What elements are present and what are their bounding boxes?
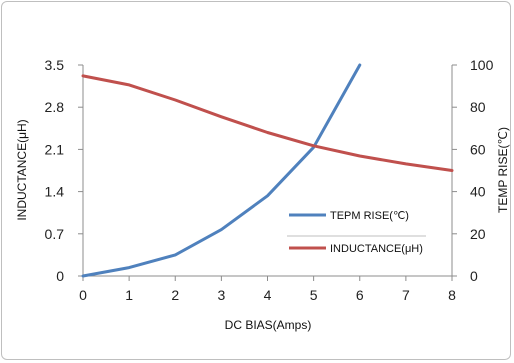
temp-rise-series-line xyxy=(81,63,362,278)
left-y-tick-label: 3.5 xyxy=(45,57,65,73)
right-y-axis-title: TEMP RISE(℃) xyxy=(496,127,510,213)
inductance-series-line xyxy=(81,74,454,172)
x-tick-label: 5 xyxy=(310,287,318,303)
x-tick-label: 8 xyxy=(448,287,456,303)
x-tick-label: 2 xyxy=(171,287,179,303)
right-y-tick-label: 40 xyxy=(470,184,486,200)
right-y-tick-label: 100 xyxy=(470,57,494,73)
x-tick-label: 4 xyxy=(264,287,272,303)
left-y-tick-label: 2.1 xyxy=(45,141,65,157)
x-tick-label: 3 xyxy=(217,287,225,303)
x-tick-label: 1 xyxy=(125,287,133,303)
right-y-tick-label: 0 xyxy=(470,268,478,284)
right-y-tick-label: 80 xyxy=(470,99,486,115)
left-y-axis-title: INDUCTANCE(μH) xyxy=(15,119,29,220)
legend: TEPM RISE(℃) INDUCTANCE(μH) xyxy=(287,210,426,255)
left-y-tick-label: 2.8 xyxy=(45,99,65,115)
left-y-tick-label: 0.7 xyxy=(45,226,65,242)
right-y-tick-label: 20 xyxy=(470,226,486,242)
x-axis-title: DC BIAS(Amps) xyxy=(225,318,312,332)
left-y-tick-label: 1.4 xyxy=(45,184,65,200)
left-y-tick-label: 0 xyxy=(56,268,64,284)
right-y-tick-label: 60 xyxy=(470,141,486,157)
legend-label: TEPM RISE(℃) xyxy=(330,210,409,222)
legend-label: INDUCTANCE(μH) xyxy=(330,243,423,255)
x-tick-label: 6 xyxy=(356,287,364,303)
x-tick-label: 7 xyxy=(402,287,410,303)
x-tick-label: 0 xyxy=(79,287,87,303)
series-layer xyxy=(81,63,454,278)
